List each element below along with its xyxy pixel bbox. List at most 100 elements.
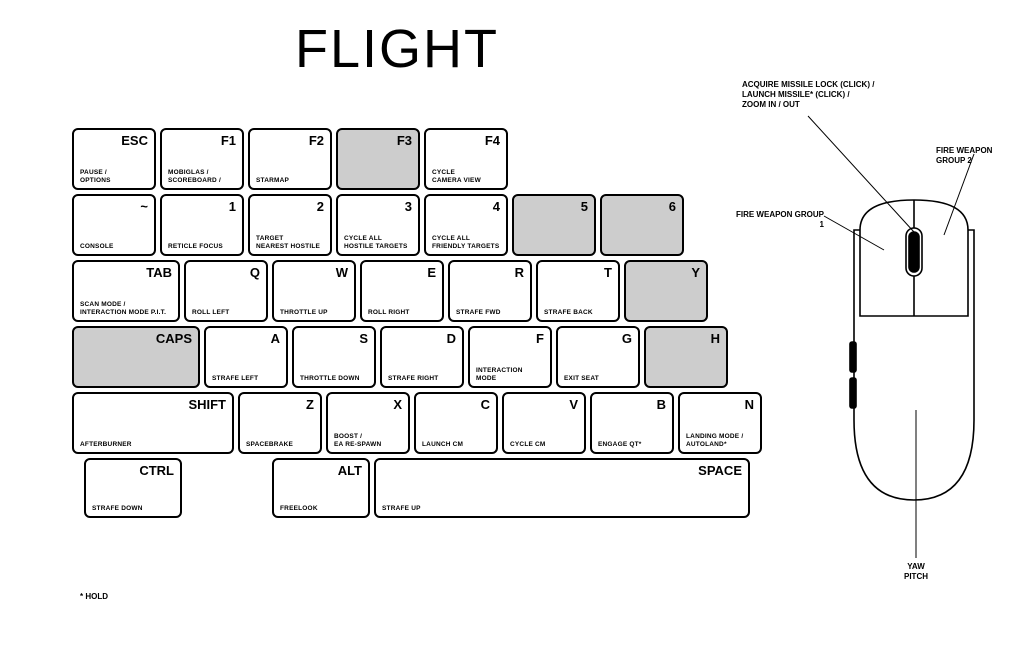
key-label: V (510, 398, 578, 411)
key-desc: AFTERBURNER (80, 441, 226, 448)
key-ctrl: CTRL STRAFE DOWN (84, 458, 182, 518)
key-g: G EXIT SEAT (556, 326, 640, 388)
footnote-hold: * HOLD (80, 592, 108, 601)
key-label: F3 (344, 134, 412, 147)
key-desc: EXIT SEAT (564, 375, 632, 382)
key-a: A STRAFE LEFT (204, 326, 288, 388)
key-desc: CYCLE CM (510, 441, 578, 448)
key-label: H (652, 332, 720, 345)
key-label: A (212, 332, 280, 345)
key-desc: TARGET NEAREST HOSTILE (256, 235, 324, 250)
key-label: 6 (608, 200, 676, 213)
keyboard-row: TAB SCAN MODE / INTERACTION MODE P.I.T. QR… (72, 260, 812, 322)
key-t: T STRAFE BACK (536, 260, 620, 322)
key-f: F INTERACTION MODE (468, 326, 552, 388)
key-label: TAB (80, 266, 172, 279)
key-desc: STRAFE BACK (544, 309, 612, 316)
key-label: Z (246, 398, 314, 411)
key-r: R STRAFE FWD (448, 260, 532, 322)
key-desc: STRAFE RIGHT (388, 375, 456, 382)
mouse-svg (734, 80, 1014, 600)
key-desc: CYCLE CAMERA VIEW (432, 169, 500, 184)
key-label: 2 (256, 200, 324, 213)
key-esc: ESCPAUSE / OPTIONS (72, 128, 156, 190)
keyboard-row: ~ CONSOLE 1 RETICLE FOCUS 2 TARGET NEAREST HO… (72, 194, 812, 256)
key-q: QROLL LEFT (184, 260, 268, 322)
diagram-title: FLIGHT (295, 18, 499, 80)
key-label: 5 (520, 200, 588, 213)
key-c: C LAUNCH CM (414, 392, 498, 454)
keyboard-row: CAPS A STRAFE LEFT S THROTTLE DOWN D STRAFE RI… (72, 326, 812, 388)
keyboard-row: CTRLSTRAFE DOWNALTFREELOOKSPACESTRAFE UP (84, 458, 812, 518)
key-label: F1 (168, 134, 236, 147)
key-label: 4 (432, 200, 500, 213)
key-desc: BOOST / EA RE-SPAWN (334, 433, 402, 448)
key-s: S THROTTLE DOWN (292, 326, 376, 388)
key-label: ~ (80, 200, 148, 213)
key-b: B ENGAGE QT* (590, 392, 674, 454)
key-label: Y (632, 266, 700, 279)
key-caps: CAPS (72, 326, 200, 388)
key-label: CTRL (92, 464, 174, 477)
key-label: R (456, 266, 524, 279)
key-desc: ROLL LEFT (192, 309, 260, 316)
key-1: 1 RETICLE FOCUS (160, 194, 244, 256)
key-desc: STRAFE UP (382, 505, 742, 512)
key-label: X (334, 398, 402, 411)
key-desc: THROTTLE UP (280, 309, 348, 316)
key-label: F4 (432, 134, 500, 147)
key-desc: MOBIGLAS / SCOREBOARD / (168, 169, 236, 184)
key-e: EROLL RIGHT (360, 260, 444, 322)
key-z: Z SPACEBRAKE (238, 392, 322, 454)
key-space: SPACE STRAFE UP (374, 458, 750, 518)
key-f3: F3 (336, 128, 420, 190)
key-label: ESC (80, 134, 148, 147)
key-label: F2 (256, 134, 324, 147)
key-desc: SCAN MODE / INTERACTION MODE P.I.T. (80, 301, 172, 316)
key-label: SHIFT (80, 398, 226, 411)
key-6: 6 (600, 194, 684, 256)
key-f1: F1 MOBIGLAS / SCOREBOARD / (160, 128, 244, 190)
key-y: Y (624, 260, 708, 322)
key-desc: STRAFE DOWN (92, 505, 174, 512)
key-desc: RETICLE FOCUS (168, 243, 236, 250)
key-label: W (280, 266, 348, 279)
keyboard-diagram: ESCPAUSE / OPTIONSF1MOBIGLAS / SCOREBOAR… (72, 128, 812, 522)
key-desc: THROTTLE DOWN (300, 375, 368, 382)
key-label: G (564, 332, 632, 345)
keyboard-row: ESCPAUSE / OPTIONS F1 MOBIGLAS / SCOREBOAR… (72, 128, 812, 190)
key-label: ALT (280, 464, 362, 477)
key-desc: STRAFE FWD (456, 309, 524, 316)
key-desc: ENGAGE QT* (598, 441, 666, 448)
key-5: 5 (512, 194, 596, 256)
key-spacer (186, 458, 268, 518)
key-label: D (388, 332, 456, 345)
key-label: F (476, 332, 544, 345)
key-label: CAPS (80, 332, 192, 345)
key-tab: TAB SCAN MODE / INTERACTION MODE P.I.T. (72, 260, 180, 322)
key-v: V CYCLE CM (502, 392, 586, 454)
key-label: 1 (168, 200, 236, 213)
key-desc: CYCLE ALL HOSTILE TARGETS (344, 235, 412, 250)
key-f4: F4 CYCLE CAMERA VIEW (424, 128, 508, 190)
key-3: 3CYCLE ALL HOSTILE TARGETS (336, 194, 420, 256)
key-desc: STARMAP (256, 177, 324, 184)
key-desc: STRAFE LEFT (212, 375, 280, 382)
key-2: 2 TARGET NEAREST HOSTILE (248, 194, 332, 256)
key-desc: LAUNCH CM (422, 441, 490, 448)
key-label: S (300, 332, 368, 345)
key-label: C (422, 398, 490, 411)
key-label: B (598, 398, 666, 411)
key-: ~ CONSOLE (72, 194, 156, 256)
key-4: 4CYCLE ALL FRIENDLY TARGETS (424, 194, 508, 256)
key-shift: SHIFT AFTERBURNER (72, 392, 234, 454)
key-h: H (644, 326, 728, 388)
key-label: T (544, 266, 612, 279)
key-w: W THROTTLE UP (272, 260, 356, 322)
key-desc: SPACEBRAKE (246, 441, 314, 448)
key-d: D STRAFE RIGHT (380, 326, 464, 388)
key-desc: CONSOLE (80, 243, 148, 250)
key-label: SPACE (382, 464, 742, 477)
key-desc: ROLL RIGHT (368, 309, 436, 316)
key-desc: INTERACTION MODE (476, 367, 544, 382)
